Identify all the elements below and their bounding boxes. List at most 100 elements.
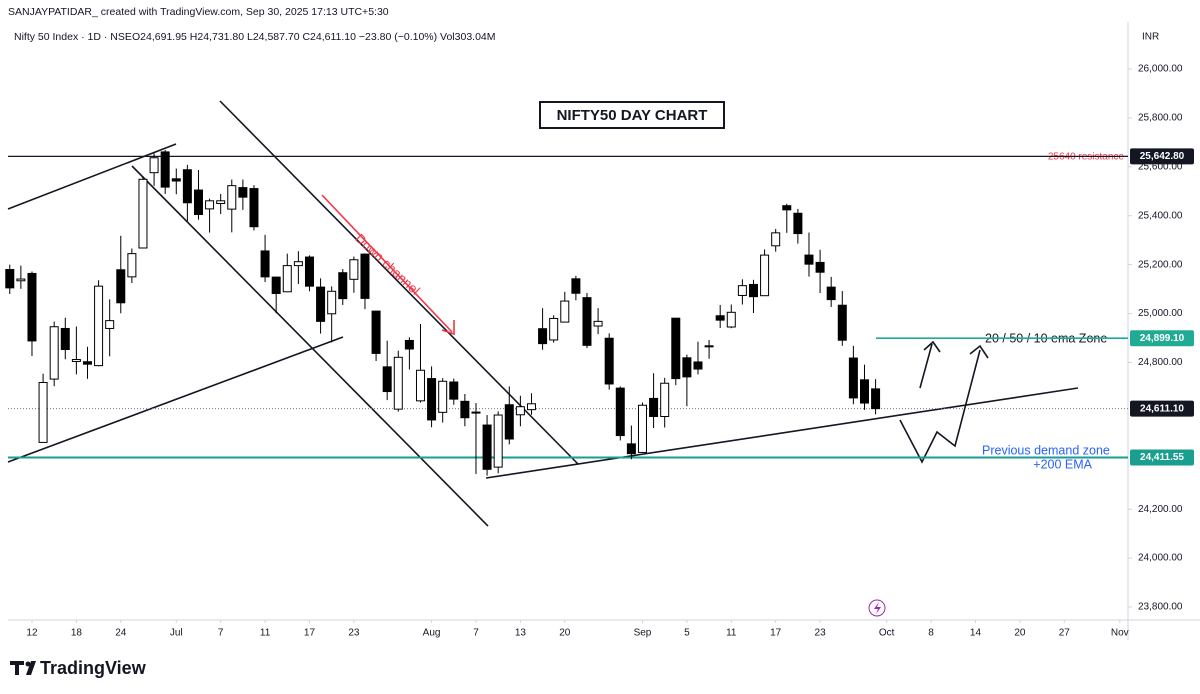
price-label-box (1130, 148, 1194, 165)
candle-body (382, 366, 392, 393)
price-label: 24,411.55 (1140, 452, 1184, 463)
x-tick-label: 20 (1014, 628, 1026, 639)
x-tick-label: 11 (726, 628, 737, 639)
candle-body (538, 328, 548, 345)
candle-body (415, 369, 425, 402)
candle-body (526, 403, 536, 411)
x-tick-label: 11 (260, 628, 271, 639)
y-tick-label: 24,000.00 (1138, 553, 1183, 564)
candle-body (293, 261, 303, 267)
x-tick-label: 18 (71, 628, 83, 639)
candle-body (149, 157, 159, 174)
red-arrow-head (441, 320, 455, 336)
candle-body (249, 188, 259, 228)
candle-body (859, 379, 869, 404)
candle-body (482, 424, 492, 470)
candle-body (704, 345, 714, 348)
y-tick-label: 23,800.00 (1138, 602, 1183, 613)
logo-mark (10, 661, 36, 675)
candle-body (549, 317, 559, 341)
x-tick-label: Jul (170, 628, 183, 639)
candle-body (615, 387, 625, 437)
resistance-label: 25640 resistance (1048, 152, 1125, 163)
x-tick-label: Oct (879, 628, 895, 639)
candle-body (16, 278, 26, 282)
candle-body (49, 326, 59, 380)
candle-body (393, 356, 403, 410)
candle-body (304, 256, 314, 287)
x-tick-label: 13 (515, 628, 527, 639)
candle-body (604, 337, 614, 385)
candle-body (626, 443, 636, 455)
ema200-label: +200 EMA (1033, 457, 1092, 471)
ohlc: O24,691.95 H24,731.80 L24,587.70 C24,611… (132, 31, 496, 43)
price-label-box (1130, 449, 1194, 466)
candle-body (493, 414, 503, 468)
candle-body (71, 359, 81, 362)
x-tick-label: Nov (1111, 628, 1129, 639)
logo (10, 661, 36, 675)
candle-body (793, 212, 803, 235)
candle-body (837, 304, 847, 341)
candle-body (82, 361, 92, 365)
candle-body (338, 272, 348, 300)
y-tick-label: 24,800.00 (1138, 357, 1183, 368)
trend-line (219, 100, 579, 465)
event-bolt (874, 602, 881, 614)
candle-body (27, 272, 37, 342)
candle-body (60, 327, 70, 350)
candle-body (171, 178, 181, 182)
event-icon[interactable] (868, 599, 886, 617)
candle-body (427, 378, 437, 421)
candle-body (815, 261, 825, 273)
candle-body (282, 265, 292, 293)
candle-body (726, 311, 736, 328)
candle-body (660, 382, 670, 417)
price-label-box (1130, 400, 1194, 417)
candle-body (360, 253, 370, 299)
y-tick-label: 25,400.00 (1138, 210, 1183, 221)
candle-body (637, 404, 647, 453)
candle-body (693, 361, 703, 370)
candle-body (826, 286, 836, 301)
candle-body (848, 357, 858, 399)
candle-body (271, 276, 281, 294)
candle-body (127, 253, 137, 278)
candle-body (94, 285, 104, 367)
price-label: 24,899.10 (1140, 333, 1185, 344)
currency: INR (1142, 32, 1159, 43)
path-arrow (899, 349, 981, 464)
x-tick-label: 7 (218, 628, 224, 639)
arrow-head (923, 340, 941, 353)
candle-body (371, 310, 381, 354)
x-tick-label: 23 (348, 628, 360, 639)
symbol: Nifty 50 Index · 1D · NSE (14, 31, 132, 43)
candle-body (205, 200, 215, 210)
candle-body (649, 397, 659, 417)
x-tick-label: 17 (770, 628, 782, 639)
candle-body (782, 205, 792, 211)
trend-line (485, 387, 1079, 479)
x-tick-label: 14 (970, 628, 982, 639)
trend-line (131, 165, 489, 527)
y-tick-label: 25,600.00 (1138, 161, 1183, 172)
candle-body (504, 404, 514, 440)
logo-text: TradingView (40, 658, 147, 678)
title-box (539, 101, 725, 129)
candle-body (737, 285, 747, 296)
byline: SANJAYPATIDAR_ created with TradingView.… (8, 6, 389, 18)
candle-body (871, 388, 881, 410)
x-tick-label: Aug (423, 628, 441, 639)
demand-label: Previous demand zone (982, 443, 1110, 457)
drawings (7, 100, 1079, 527)
price-label-box (1130, 330, 1194, 347)
candle-body (404, 339, 414, 350)
trend-line (7, 336, 344, 463)
red-arrow (321, 194, 453, 333)
x-tick-label: 23 (815, 628, 827, 639)
x-tick-label: 20 (559, 628, 571, 639)
candle-body (471, 411, 481, 414)
chart-title: NIFTY50 DAY CHART (557, 107, 708, 124)
arrow-head (969, 344, 989, 359)
